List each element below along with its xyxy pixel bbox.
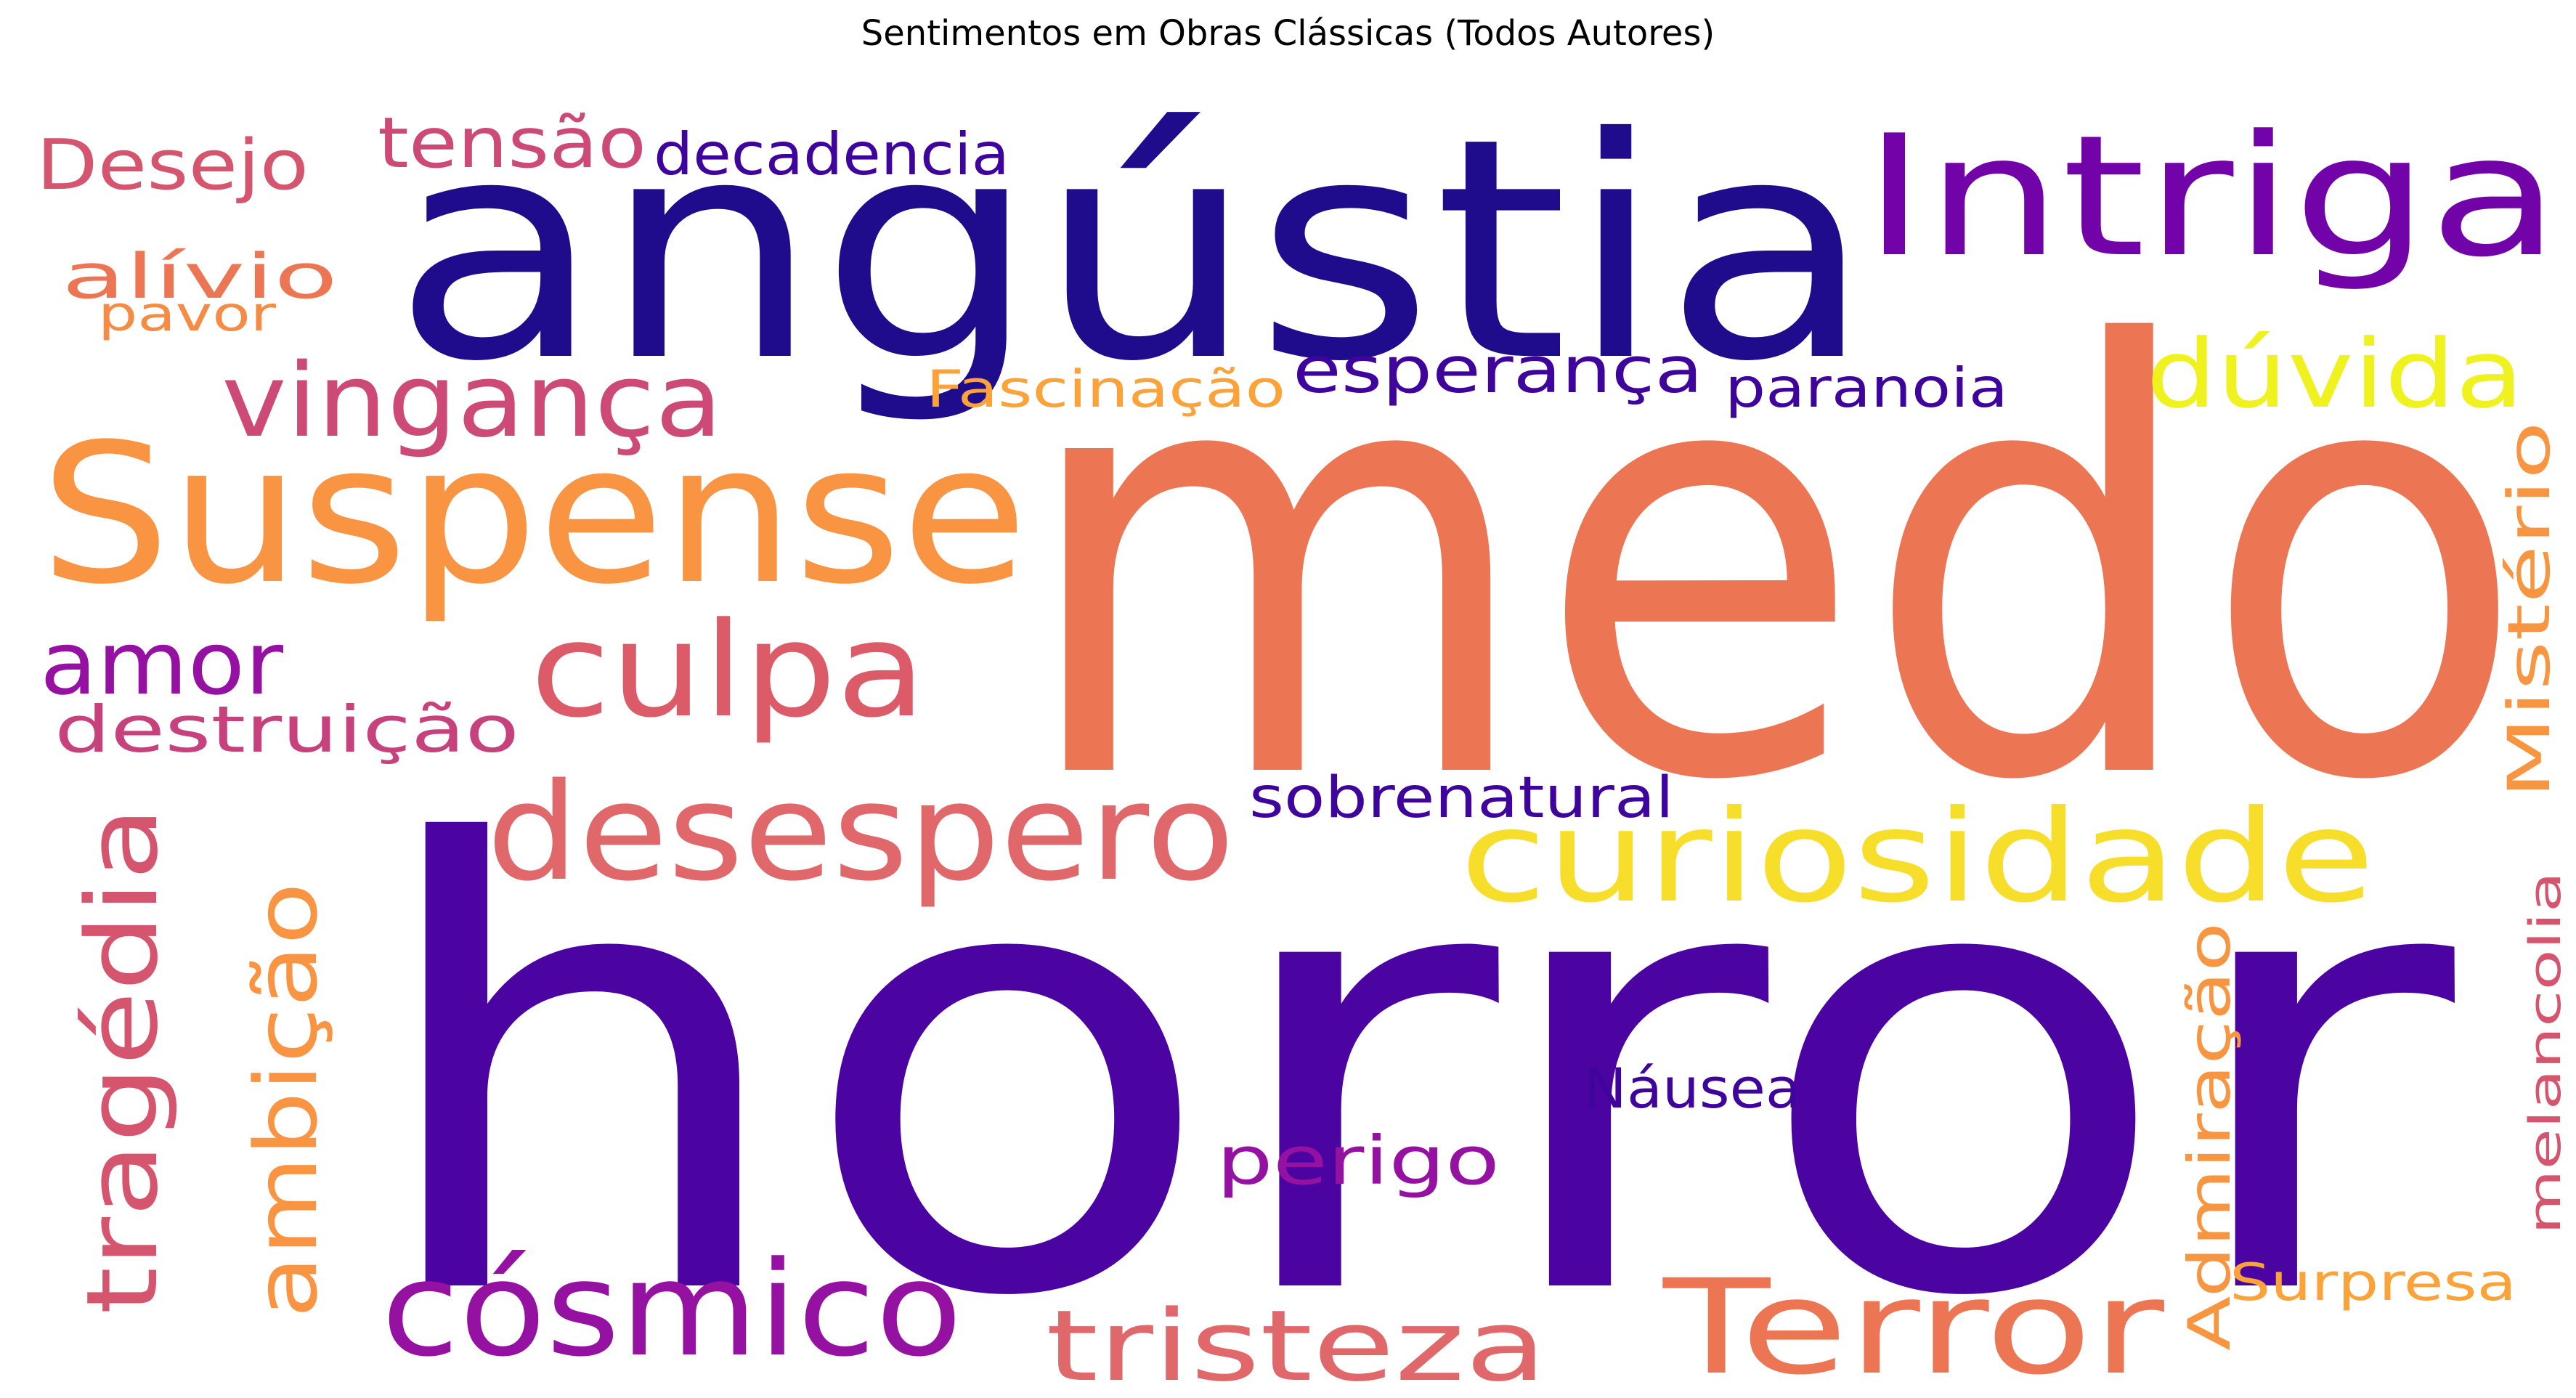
word-ambição: ambição: [236, 882, 336, 1318]
word-fascinação: Fascinação: [926, 359, 1285, 419]
word-desespero: desespero: [487, 754, 1235, 911]
word-tristeza: tristeza: [1046, 1289, 1547, 1398]
word-melancolia: melancolia: [2520, 871, 2571, 1235]
word-sobrenatural: sobrenatural: [1249, 765, 1674, 831]
word-suspense: Suspense: [40, 403, 1028, 627]
word-paranoia: paranoia: [1725, 356, 2008, 420]
word-cósmico: cósmico: [381, 1234, 962, 1386]
word-alívio: alívio: [62, 241, 338, 313]
word-decadencia: decadencia: [654, 121, 1009, 188]
word-destruição: destruição: [54, 692, 519, 767]
word-angústia: angústia: [392, 73, 1874, 428]
word-desejo: Desejo: [36, 126, 309, 206]
word-tensão: tensão: [378, 102, 646, 184]
word-surpresa: Surpresa: [2230, 1253, 2516, 1312]
word-tragédia: tragédia: [65, 806, 179, 1314]
word-horror: horror: [363, 720, 2462, 1398]
word-pavor: pavor: [98, 286, 277, 342]
word-dúvida: dúvida: [2146, 319, 2524, 429]
word-admiração: Admiração: [2176, 922, 2243, 1351]
word-curiosidade: curiosidade: [1460, 784, 2375, 931]
word-culpa: culpa: [530, 595, 926, 747]
word-náusea: Náusea: [1583, 1056, 1801, 1121]
word-mistério: Mistério: [2495, 421, 2563, 799]
word-perigo: perigo: [1216, 1122, 1500, 1200]
word-amor: amor: [40, 614, 284, 715]
word-vingança: vingança: [222, 342, 723, 460]
chart-title: Sentimentos em Obras Clássicas (Todos Au…: [861, 13, 1715, 54]
word-esperança: esperança: [1293, 333, 1703, 407]
word-terror: Terror: [1662, 1252, 2164, 1398]
word-intriga: Intriga: [1863, 100, 2560, 294]
word-medo: medo: [1017, 224, 2527, 909]
